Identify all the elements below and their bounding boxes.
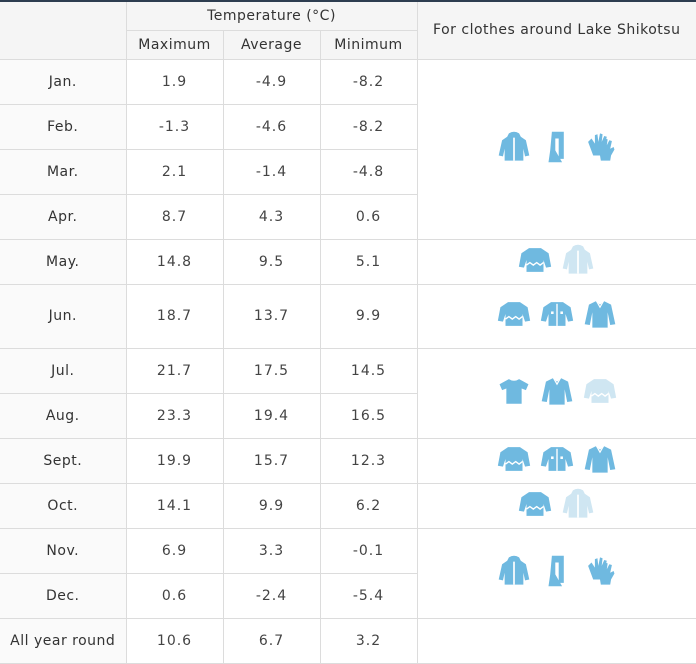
month-label: Nov. xyxy=(0,527,127,574)
avg-value: 17.5 xyxy=(222,347,321,394)
t-shirt-icon xyxy=(499,379,529,404)
month-label: Jun. xyxy=(0,283,127,349)
month-label: Aug. xyxy=(0,392,127,439)
table-row: Aug. 23.3 19.4 16.5 xyxy=(0,392,696,439)
max-value: 10.6 xyxy=(125,617,224,664)
clothes-cell-winter-late xyxy=(416,527,696,619)
avg-value: 15.7 xyxy=(222,437,321,484)
avg-value: 4.3 xyxy=(222,193,321,240)
clothes-cell-summer xyxy=(416,347,696,439)
clothes-cell-oct xyxy=(416,482,696,529)
avg-value: 13.7 xyxy=(222,283,321,349)
avg-value: -2.4 xyxy=(222,572,321,619)
top-border xyxy=(0,0,696,2)
max-value: 14.8 xyxy=(125,238,224,285)
sweater-light-icon xyxy=(583,379,616,403)
max-value: 21.7 xyxy=(125,347,224,394)
month-label: All year round xyxy=(0,617,127,664)
sweater-icon xyxy=(519,247,552,272)
min-value: -8.2 xyxy=(319,103,417,150)
min-value: -5.4 xyxy=(319,572,417,619)
clothes-cell-all-year xyxy=(416,617,696,664)
max-value: 0.6 xyxy=(125,572,224,619)
table-row: Dec. 0.6 -2.4 -5.4 xyxy=(0,572,696,619)
month-label: Oct. xyxy=(0,482,127,529)
month-label: Jul. xyxy=(0,347,127,394)
clothes-cell-may xyxy=(416,238,696,285)
max-value: 14.1 xyxy=(125,482,224,529)
month-label: Mar. xyxy=(0,148,127,195)
table-row: All year round 10.6 6.7 3.2 xyxy=(0,617,696,664)
parka-light-icon xyxy=(562,244,594,274)
table-row: Sept. 19.9 15.7 12.3 xyxy=(0,437,696,484)
sweater-icon xyxy=(497,446,530,471)
parka-light-icon xyxy=(562,488,594,518)
avg-value: 6.7 xyxy=(222,617,321,664)
header-clothes: For clothes around Lake Shikotsu xyxy=(416,2,696,60)
max-value: 23.3 xyxy=(125,392,224,439)
avg-value: -1.4 xyxy=(222,148,321,195)
max-value: 2.1 xyxy=(125,148,224,195)
header-average: Average xyxy=(222,29,321,60)
cardigan-icon xyxy=(540,302,573,326)
avg-value: -4.9 xyxy=(222,58,321,105)
avg-value: 3.3 xyxy=(222,527,321,574)
parka-icon xyxy=(498,131,530,161)
max-value: 1.9 xyxy=(125,58,224,105)
table-row: Mar. 2.1 -1.4 -4.8 xyxy=(0,148,696,195)
avg-value: 9.5 xyxy=(222,238,321,285)
table-row: Jan. 1.9 -4.9 -8.2 xyxy=(0,58,696,240)
month-label: Dec. xyxy=(0,572,127,619)
scarf-icon xyxy=(548,131,564,163)
avg-value: -4.6 xyxy=(222,103,321,150)
avg-value: 19.4 xyxy=(222,392,321,439)
month-label: Sept. xyxy=(0,437,127,484)
gloves-icon xyxy=(587,557,615,585)
min-value: 0.6 xyxy=(319,193,417,240)
min-value: 6.2 xyxy=(319,482,418,529)
gloves-icon xyxy=(587,133,615,161)
max-value: 8.7 xyxy=(125,193,224,240)
long-sleeve-shirt-icon xyxy=(584,300,616,328)
min-value: 5.1 xyxy=(319,238,418,285)
table-row: Nov. 6.9 3.3 -0.1 xyxy=(0,527,696,619)
scarf-icon xyxy=(548,555,564,587)
max-value: 6.9 xyxy=(125,527,224,574)
min-value: -4.8 xyxy=(319,148,417,195)
cardigan-icon xyxy=(540,446,573,471)
month-label: Feb. xyxy=(0,103,127,150)
parka-icon xyxy=(498,555,530,585)
min-value: -0.1 xyxy=(319,527,418,574)
header-temperature: Temperature (°C) xyxy=(125,2,418,31)
header-maximum: Maximum xyxy=(126,29,224,60)
sweater-icon xyxy=(519,491,552,516)
long-sleeve-shirt-icon xyxy=(541,377,573,405)
header-month-corner xyxy=(0,2,127,60)
min-value: -8.2 xyxy=(319,58,418,105)
long-sleeve-shirt-icon xyxy=(584,445,616,473)
min-value: 16.5 xyxy=(319,392,417,439)
table-row: Feb. -1.3 -4.6 -8.2 xyxy=(0,103,696,150)
clothes-cell-june xyxy=(416,283,696,349)
max-value: 18.7 xyxy=(125,283,224,349)
clothes-cell-winter-early xyxy=(416,58,696,240)
month-label: Apr. xyxy=(0,193,127,240)
min-value: 9.9 xyxy=(319,283,418,349)
table-row: Jul. 21.7 17.5 14.5 xyxy=(0,347,696,439)
min-value: 3.2 xyxy=(319,617,418,664)
max-value: 19.9 xyxy=(125,437,224,484)
max-value: -1.3 xyxy=(125,103,224,150)
sweater-icon xyxy=(497,302,530,326)
table-row: Oct. 14.1 9.9 6.2 xyxy=(0,482,696,529)
min-value: 12.3 xyxy=(319,437,418,484)
table-row: Jun. 18.7 13.7 9.9 xyxy=(0,283,696,349)
min-value: 14.5 xyxy=(319,347,418,394)
month-label: Jan. xyxy=(0,58,127,105)
month-label: May. xyxy=(0,238,127,285)
clothes-cell-sept xyxy=(416,437,696,484)
header-minimum: Minimum xyxy=(319,29,417,60)
table-row: May. 14.8 9.5 5.1 xyxy=(0,238,696,285)
avg-value: 9.9 xyxy=(222,482,321,529)
